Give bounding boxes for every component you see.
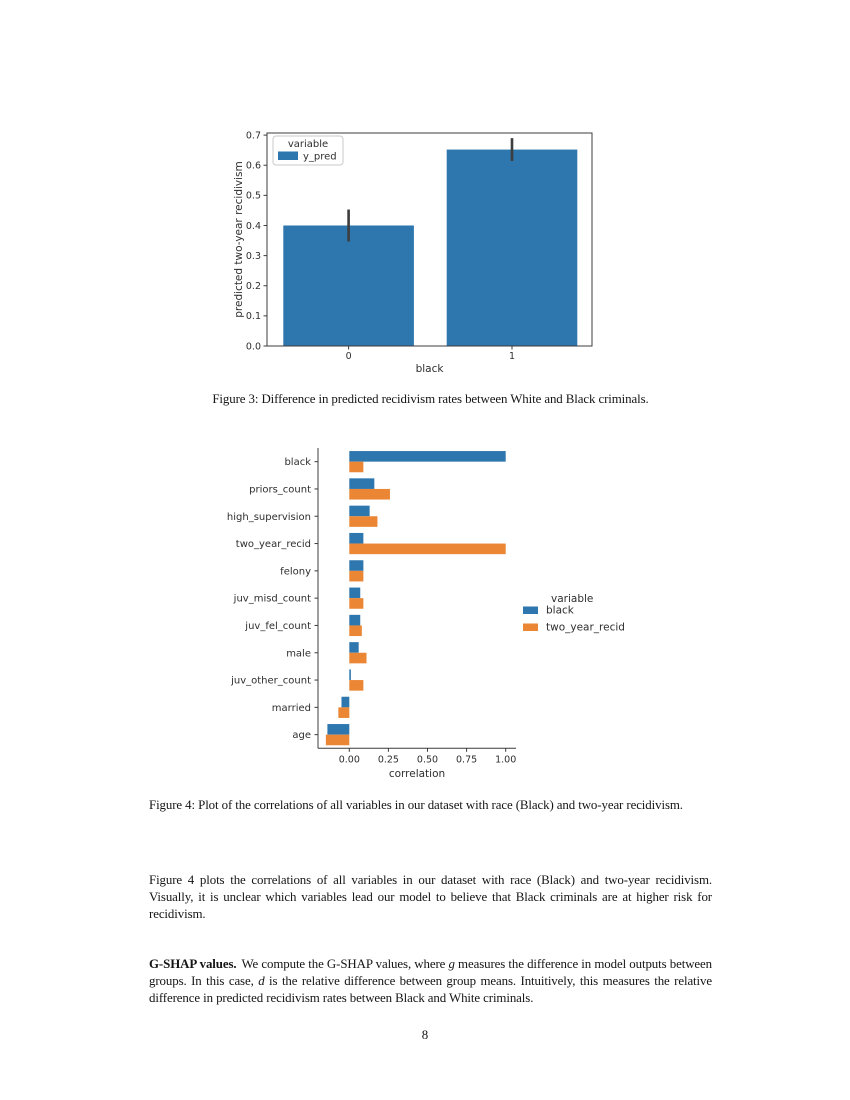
bar-priors_count-two_year_recid — [349, 488, 390, 500]
legend-swatch — [278, 151, 298, 160]
category-label: felony — [280, 566, 311, 577]
page-number: 8 — [421, 1028, 429, 1042]
text-run: is the relative difference between group… — [149, 974, 712, 1005]
paragraph-figure4-discussion: Figure 4 plots the correlations of all v… — [149, 873, 712, 921]
x-tick-label: 0.25 — [378, 754, 399, 765]
bar-male-black — [349, 642, 359, 653]
legend-title: variable — [551, 593, 593, 605]
y-tick-label: 0.7 — [246, 130, 261, 141]
category-label: age — [292, 730, 311, 741]
chart-svg: black priors_count high_supervision two_yea… — [227, 448, 625, 780]
math-var: g — [448, 957, 455, 971]
text-run: measures the difference in model outputs… — [149, 957, 712, 988]
x-axis-label: black — [416, 363, 445, 375]
math-var: d — [258, 974, 265, 988]
bar-high_supervision-two_year_recid — [349, 516, 378, 527]
category-label: high_supervision — [227, 512, 311, 523]
x-tick-label: 0.75 — [456, 754, 477, 765]
category-label: priors_count — [249, 484, 311, 495]
x-tick-label: 0.00 — [339, 754, 360, 765]
figure3-chart: 0.0 0.1 0.2 0.3 0.4 0.5 0.6 0.7 0 1 black predicted… — [230, 120, 610, 385]
legend-label: two_year_recid — [546, 622, 625, 634]
y-tick-label: 0.1 — [246, 311, 261, 322]
bar-felony-black — [349, 560, 364, 571]
category-label: two_year_recid — [236, 539, 311, 550]
legend-title: variable — [288, 139, 328, 150]
bar-two_year_recid-black — [349, 532, 364, 544]
y-tick-label: 0.6 — [246, 161, 261, 172]
category-label: married — [272, 703, 311, 714]
legend-label: black — [546, 605, 575, 617]
x-tick-label: 0.50 — [417, 754, 438, 765]
chart-svg: 0.0 0.1 0.2 0.3 0.4 0.5 0.6 0.7 0 1 black predicted… — [233, 130, 593, 375]
bar-1 — [446, 149, 578, 346]
bar-priors_count-black — [349, 478, 375, 489]
bar-married-two_year_recid — [338, 707, 350, 718]
figure4-caption: Figure 4: Plot of the correlations of al… — [149, 798, 683, 812]
x-tick-label: 0 — [346, 351, 352, 362]
category-label: male — [286, 648, 311, 659]
category-label: juv_other_count — [230, 676, 311, 687]
legend-label: y_pred — [303, 152, 337, 163]
bar-married-black — [341, 696, 350, 708]
bar-juv_fel_count-black — [349, 614, 361, 626]
bar-male-two_year_recid — [349, 652, 367, 664]
bar-juv_fel_count-two_year_recid — [349, 625, 362, 637]
x-tick-label: 1.00 — [495, 754, 516, 765]
legend-swatch — [523, 623, 538, 631]
bar-juv_misd_count-two_year_recid — [349, 598, 364, 609]
bar-black-black — [349, 451, 506, 462]
plot-frame — [266, 132, 593, 347]
legend-swatch — [523, 606, 538, 614]
category-label: juv_misd_count — [233, 594, 311, 605]
x-tick-label: 1 — [509, 351, 515, 362]
bar-felony-two_year_recid — [349, 570, 364, 582]
bar-0 — [283, 225, 414, 346]
bar-high_supervision-black — [349, 505, 370, 517]
x-axis-label: correlation — [389, 768, 445, 780]
bar-age-black — [327, 724, 350, 735]
bar-two_year_recid-two_year_recid — [349, 543, 506, 555]
bar-black-two_year_recid — [349, 461, 364, 473]
category-label: juv_fel_count — [244, 621, 311, 632]
y-tick-label: 0.3 — [246, 251, 261, 262]
bold-run: G-SHAP values. — [149, 957, 237, 971]
y-tick-label: 0.5 — [246, 191, 261, 202]
y-tick-label: 0.2 — [246, 281, 261, 292]
bar-age-two_year_recid — [325, 734, 350, 746]
figure4-chart: black priors_count high_supervision two_yea… — [190, 435, 670, 785]
y-tick-label: 0.0 — [246, 341, 261, 352]
y-tick-label: 0.4 — [246, 221, 261, 232]
figure3-caption: Figure 3: Difference in predicted recidi… — [212, 392, 649, 406]
text-run: We compute the G-SHAP values, where — [241, 957, 449, 971]
y-axis-label: predicted two-year recidivism — [233, 161, 245, 318]
category-label: black — [284, 457, 311, 468]
bar-juv_other_count-two_year_recid — [349, 680, 364, 691]
bar-juv_other_count-black — [349, 669, 351, 681]
bar-juv_misd_count-black — [349, 587, 361, 599]
paragraph-gshap: G-SHAP values. We compute the G-SHAP valu… — [149, 956, 712, 1007]
